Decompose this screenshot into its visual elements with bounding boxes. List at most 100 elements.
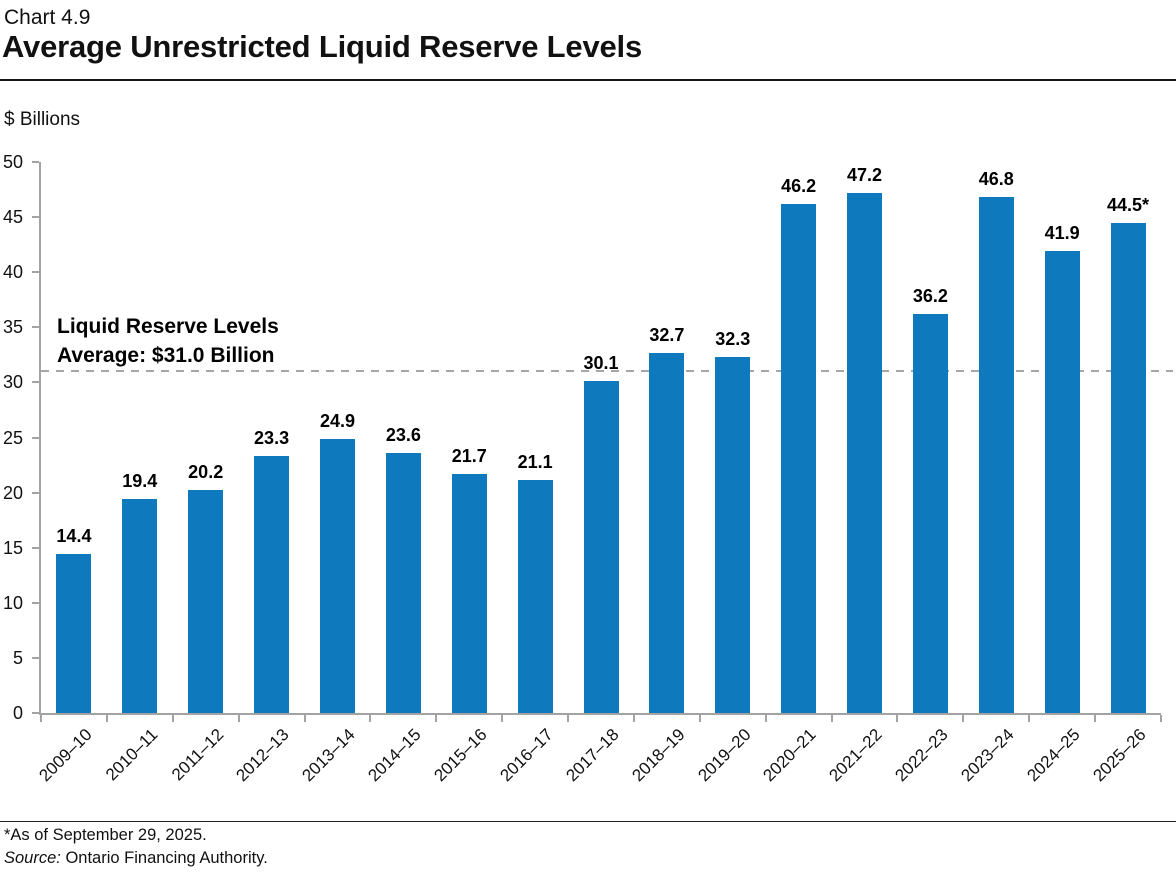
bar-value-label: 36.2 [912,286,948,307]
bar-value-label: 46.8 [978,169,1014,190]
y-axis-tick [32,546,39,549]
bar [254,456,290,713]
header-rule [0,79,1176,81]
x-category-label: 2013–14 [298,725,359,786]
x-category-label: 2010–11 [101,725,162,785]
x-axis-tick [237,715,240,722]
x-axis-tick [1094,715,1097,722]
bar [1110,222,1146,713]
source-name: Ontario Financing Authority. [60,849,268,867]
x-axis-tick [435,715,438,722]
x-category-label: 2020–21 [759,725,821,786]
bar-value-label: 32.3 [715,329,751,350]
y-axis-unit-label: $ Billions [4,109,81,130]
x-axis-tick [698,715,701,722]
y-axis-tick-label: 0 [12,703,23,723]
bar-value-label: 20.2 [188,462,224,483]
x-axis-tick [501,715,504,722]
x-category-label: 2011–12 [167,725,228,785]
x-axis-tick [369,715,372,722]
bar-value-label: 23.3 [254,428,290,449]
bar [847,192,883,713]
x-category-label: 2019–20 [693,725,755,786]
y-axis-tick [32,712,39,714]
bar-value-label: 44.5* [1107,194,1150,215]
y-axis-tick [32,436,39,439]
x-category-label: 2016–17 [496,725,557,786]
y-axis-tick-label: 45 [2,207,23,228]
bar [912,314,948,713]
plot-area: Liquid Reserve Levels Average: $31.0 Bil… [3,152,1173,785]
x-axis-tick [1160,715,1162,722]
chart-number: Chart 4.9 [4,6,91,29]
source-line: Source: Ontario Financing Authority. [4,849,268,868]
bar [319,438,355,713]
x-axis-tick [764,715,767,722]
x-category-label: 2009–10 [35,725,96,786]
y-axis-tick [32,381,39,384]
y-axis-tick-label: 25 [2,427,23,448]
source-label: Source: [4,849,61,867]
y-axis-tick-label: 50 [2,152,23,172]
chart-title: Average Unrestricted Liquid Reserve Leve… [2,29,642,64]
x-category-label: 2015–16 [430,725,491,786]
x-category-label: 2025–26 [1089,725,1150,786]
x-axis-tick [567,715,570,722]
x-axis-tick [171,715,174,722]
x-axis-tick [40,715,42,722]
average-annotation-line1: Liquid Reserve Levels [57,315,279,338]
bar [715,357,751,713]
x-axis-tick [896,715,899,722]
footnote: *As of September 29, 2025. [4,826,207,844]
bar [978,197,1014,713]
y-axis-tick-label: 10 [2,592,23,613]
x-axis-tick [1028,715,1031,722]
y-axis-tick-label: 15 [2,537,23,558]
bar-value-label: 41.9 [1044,223,1080,244]
bar-value-label: 46.2 [781,175,817,196]
bar [56,554,92,713]
x-category-label: 2017–18 [562,725,623,786]
bar-value-label: 23.6 [385,424,421,445]
average-annotation-line2: Average: $31.0 Billion [57,344,275,367]
bar-value-label: 47.2 [846,164,883,185]
x-category-label: 2023–24 [957,725,1018,786]
bar-value-label: 21.7 [451,445,487,466]
y-axis-tick-label: 30 [2,372,23,393]
x-category-label: 2018–19 [628,725,689,786]
x-axis-tick [105,715,108,722]
bar-value-label: 32.7 [649,324,685,345]
bar [188,490,224,713]
y-axis-tick [32,161,39,163]
average-annotation: Liquid Reserve Levels Average: $31.0 Bil… [57,312,279,370]
bar-value-label: 24.9 [319,410,355,431]
y-axis-tick [32,326,39,329]
x-axis-tick [632,715,635,722]
y-axis-tick-label: 35 [2,317,23,338]
x-axis-tick [962,715,965,722]
y-axis-tick [32,491,39,494]
y-axis-tick-label: 20 [2,482,23,503]
y-axis-tick [32,271,39,274]
bar [385,452,421,713]
bar [122,499,158,713]
bar [649,352,685,713]
y-axis-tick-label: 40 [2,262,23,283]
bar-value-label: 30.1 [583,353,619,374]
x-axis-tick [303,715,306,722]
x-axis-tick [830,715,833,722]
y-axis-tick [32,601,39,604]
x-category-label: 2024–25 [1023,725,1084,786]
x-category-label: 2014–15 [364,725,425,786]
x-category-label: 2021–22 [825,725,886,786]
bar-value-label: 14.4 [56,526,92,547]
x-category-label: 2022–23 [891,725,952,786]
bar-value-label: 21.1 [517,452,553,473]
bar [781,203,817,713]
y-axis-tick-label: 5 [12,647,23,668]
average-dashed-line [41,370,1173,373]
y-axis-tick [32,656,39,659]
bar [517,480,553,713]
bar [1044,251,1080,713]
